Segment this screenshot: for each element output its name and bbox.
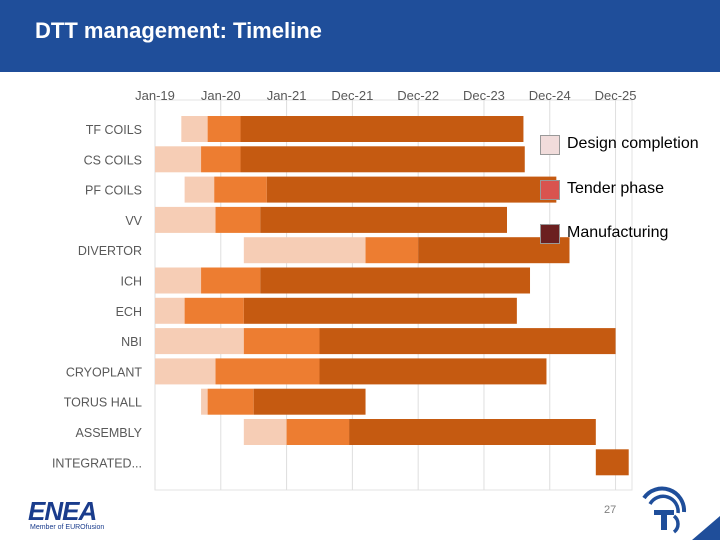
header-bar: DTT management: Timeline <box>0 0 720 72</box>
bar-tender <box>243 328 320 355</box>
bar-design <box>243 237 366 264</box>
bar-tender <box>207 388 254 415</box>
bar-tender <box>184 297 244 324</box>
x-tick-label: Dec-23 <box>463 88 505 103</box>
x-tick-label: Jan-19 <box>135 88 175 103</box>
bar-design <box>243 419 287 445</box>
bar-manufacturing <box>240 116 524 142</box>
enea-logo-subtext: Member of EUROfusion <box>30 524 105 531</box>
bar-manufacturing <box>253 388 366 415</box>
legend-swatch-manufacturing <box>540 224 560 244</box>
enea-logo-text: ENEA <box>28 496 97 526</box>
bar-tender <box>201 267 261 294</box>
x-tick-label: Dec-21 <box>331 88 373 103</box>
x-tick-label: Jan-21 <box>267 88 307 103</box>
bar-tender <box>207 116 241 142</box>
bar-manufacturing <box>595 449 629 476</box>
bar-design <box>155 297 185 324</box>
legend-label-manufacturing: Manufacturing <box>567 224 669 241</box>
row-label: ASSEMBLY <box>76 426 143 440</box>
bar-design <box>155 358 216 385</box>
bar-manufacturing <box>266 176 557 203</box>
dtt-logo-icon <box>642 486 687 534</box>
row-label: TORUS HALL <box>64 396 142 410</box>
x-tick-label: Jan-20 <box>201 88 241 103</box>
row-label: VV <box>125 214 142 228</box>
bar-tender <box>365 237 419 264</box>
page-title: DTT management: Timeline <box>35 18 322 43</box>
bar-design <box>181 116 208 142</box>
row-label: ICH <box>120 275 142 289</box>
bar-manufacturing <box>319 328 616 355</box>
legend-label-design: Design completion <box>567 135 699 152</box>
legend-swatch-design <box>540 135 560 155</box>
bar-design <box>155 206 216 233</box>
legend-swatch-tender <box>540 180 560 200</box>
bar-design <box>201 388 208 415</box>
bar-manufacturing <box>243 297 517 324</box>
legend-label-tender: Tender phase <box>567 180 664 197</box>
bar-manufacturing <box>260 206 507 233</box>
bar-tender <box>215 358 320 385</box>
row-label: TF COILS <box>86 123 142 137</box>
x-tick-label: Dec-22 <box>397 88 439 103</box>
x-tick-label: Dec-24 <box>529 88 571 103</box>
row-label: DIVERTOR <box>78 244 142 258</box>
page-number: 27 <box>604 504 617 516</box>
bar-manufacturing <box>319 358 547 385</box>
row-label: PF COILS <box>85 184 142 198</box>
bar-tender <box>201 146 241 173</box>
row-label: INTEGRATED... <box>52 456 142 470</box>
row-label: ECH <box>116 305 142 319</box>
bar-design <box>155 328 244 355</box>
enea-logo: ENEA Member of EUROfusion <box>28 496 128 536</box>
bar-design <box>155 267 202 294</box>
timeline-chart: Jan-19 Jan-20 Jan-21 Dec-21 Dec-22 Dec-23 Dec-… <box>52 88 637 491</box>
x-tick-label: Dec-25 <box>595 88 637 103</box>
bar-design <box>155 146 202 173</box>
bar-manufacturing <box>240 146 525 173</box>
row-label: NBI <box>121 335 142 349</box>
bar-tender <box>215 206 261 233</box>
bar-design <box>184 176 215 203</box>
bar-manufacturing <box>260 267 531 294</box>
row-label: CRYOPLANT <box>66 365 143 379</box>
corner-accent <box>692 516 720 540</box>
bar-tender <box>286 419 350 445</box>
bar-tender <box>214 176 267 203</box>
bar-manufacturing <box>349 419 596 445</box>
row-label: CS COILS <box>84 153 142 167</box>
